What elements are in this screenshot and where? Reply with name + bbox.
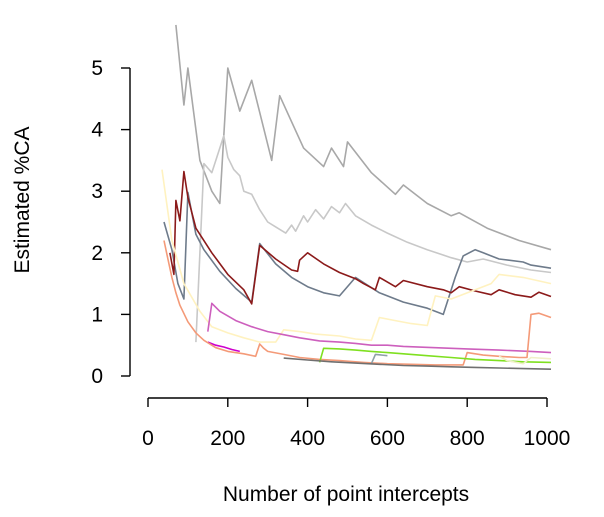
series-line-8	[163, 240, 552, 366]
series-line-10	[370, 353, 388, 365]
y-tick-label: 0	[91, 365, 103, 388]
x-tick-label: 1000	[524, 427, 571, 450]
series-line-1	[175, 24, 552, 251]
series-line-6	[207, 302, 552, 354]
series-line-3	[163, 191, 552, 316]
series-line-9	[318, 347, 552, 364]
y-axis-title: Estimated %CA	[11, 126, 34, 273]
series-layer	[161, 24, 552, 370]
y-tick-label: 4	[91, 119, 103, 142]
x-tick-label: 200	[210, 427, 245, 450]
y-tick-label: 5	[91, 57, 103, 80]
axes-layer: 0 200 400 600 800 1000 0 1 2 3 4 5	[91, 57, 570, 450]
y-tick-label: 2	[91, 242, 103, 265]
y-tick-label: 3	[91, 180, 103, 203]
series-line-2	[195, 135, 552, 343]
series-line-7	[207, 341, 240, 353]
x-tick-label: 800	[450, 427, 485, 450]
x-tick-label: 0	[142, 427, 154, 450]
series-line-12	[498, 355, 552, 365]
series-line-5	[161, 169, 552, 343]
x-tick-label: 600	[370, 427, 405, 450]
series-line-11	[283, 357, 552, 370]
series-line-4	[169, 170, 552, 305]
x-axis-title: Number of point intercepts	[223, 483, 469, 506]
x-tick-label: 400	[290, 427, 325, 450]
y-tick-label: 1	[91, 303, 103, 326]
